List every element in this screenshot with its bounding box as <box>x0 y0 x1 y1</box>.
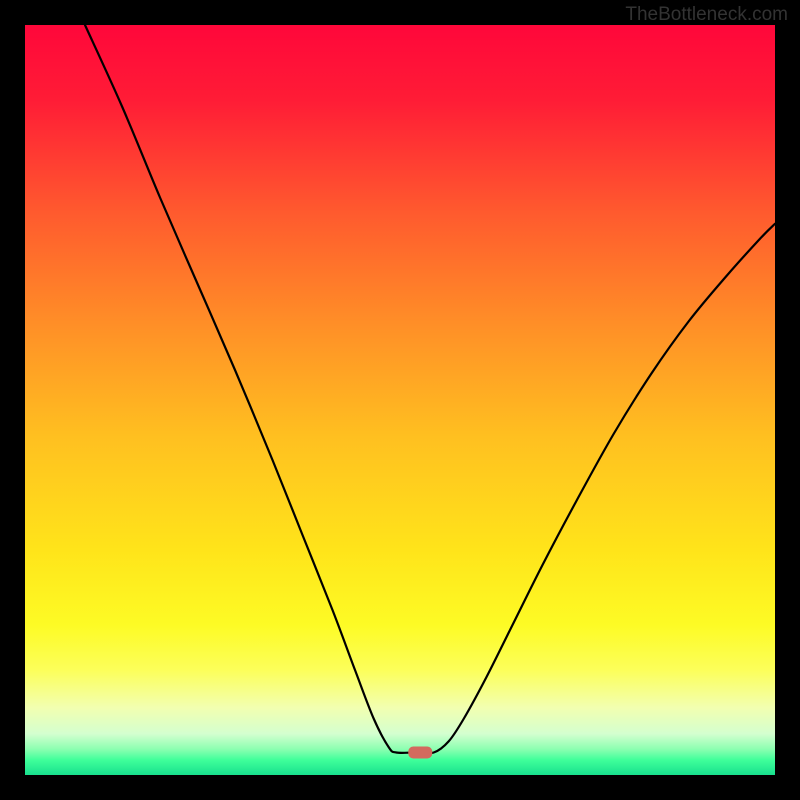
chart-container: TheBottleneck.com <box>0 0 800 800</box>
bottleneck-chart <box>0 0 800 800</box>
selected-point-marker <box>408 747 432 759</box>
plot-background <box>25 25 775 775</box>
